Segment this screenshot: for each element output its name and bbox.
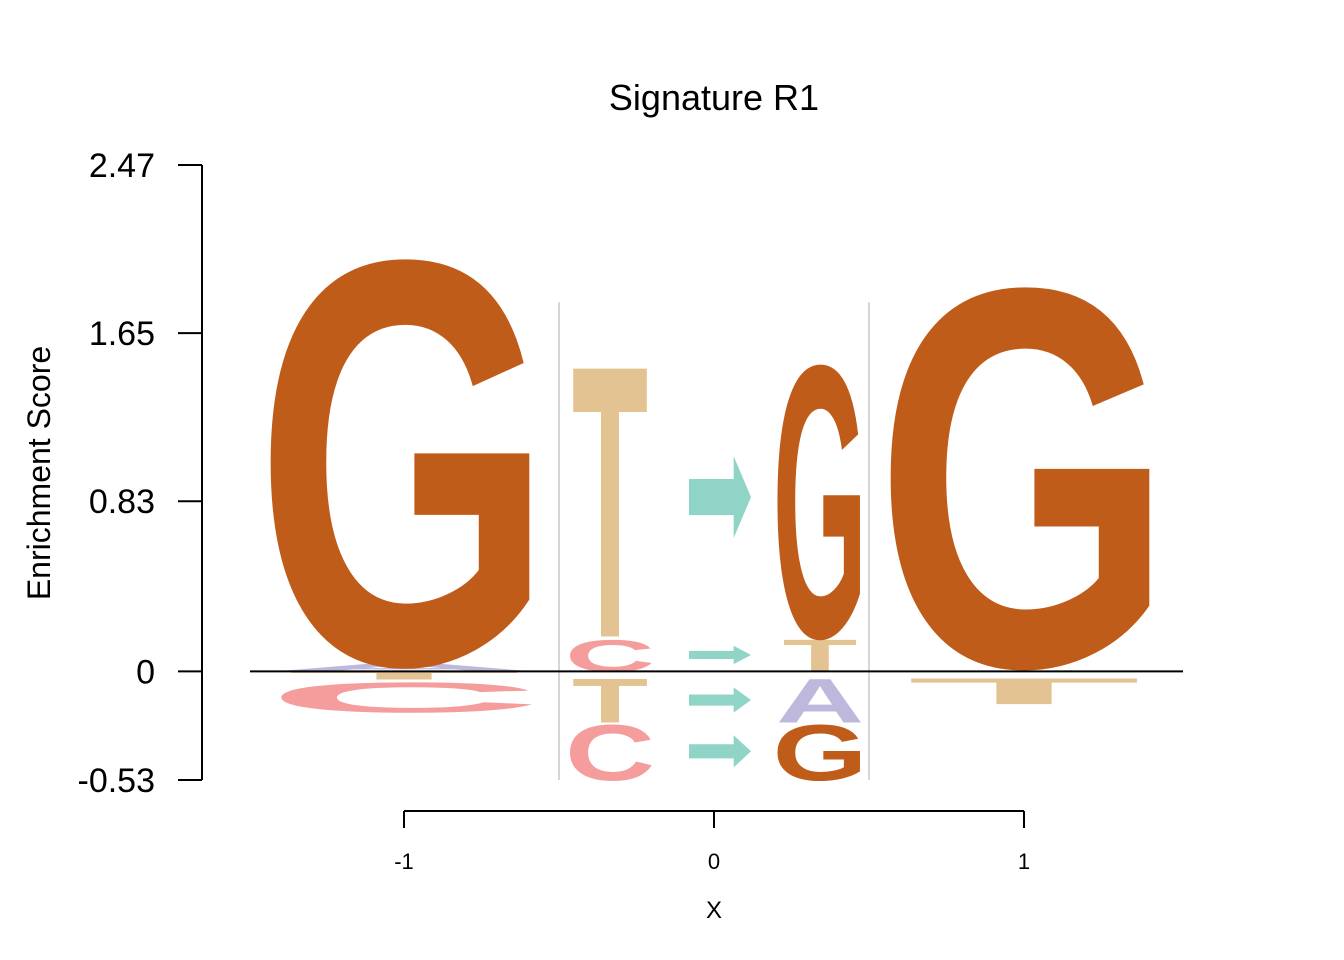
y-tick-label: 1.65 (89, 315, 155, 353)
substitution-arrow (689, 456, 751, 539)
alt-letter-t: T (783, 630, 858, 682)
substitution-arrow (689, 687, 751, 713)
logo-letter-t: T (287, 669, 521, 682)
y-axis: 2.47 1.65 0.83 0 -0.53 (78, 147, 203, 800)
y-tick-label: 2.47 (89, 147, 155, 185)
ref-letter-c: C (565, 708, 655, 797)
ref-letter-t: T (572, 665, 648, 736)
x-tick-label: 1 (1018, 849, 1030, 874)
ref-letter-c: C (565, 630, 655, 681)
position-dividers (558, 302, 870, 780)
ref-letter-t: T (572, 285, 648, 720)
y-tick-label: 0.83 (89, 483, 155, 521)
logo-letter-c: C (266, 673, 543, 721)
alt-letter-g: G (772, 286, 867, 720)
y-tick-label: 0 (136, 653, 155, 691)
alt-letter-a: A (776, 666, 864, 737)
logo-letter-g: G (875, 177, 1173, 781)
substitution-arrow (689, 645, 751, 665)
x-tick-label: 0 (708, 849, 720, 874)
logo-letter-g: G (255, 140, 553, 786)
x-axis: -1 0 1 (394, 810, 1030, 874)
x-axis-title: X (706, 897, 722, 924)
alt-letter-g: G (772, 707, 867, 797)
chart-title: Signature R1 (609, 77, 819, 118)
substitution-arrow (689, 735, 751, 768)
logo-letter-t: T (907, 670, 1141, 712)
y-axis-title: Enrichment Score (21, 346, 57, 600)
y-tick-label: -0.53 (78, 762, 156, 800)
x-tick-label: -1 (394, 849, 414, 874)
